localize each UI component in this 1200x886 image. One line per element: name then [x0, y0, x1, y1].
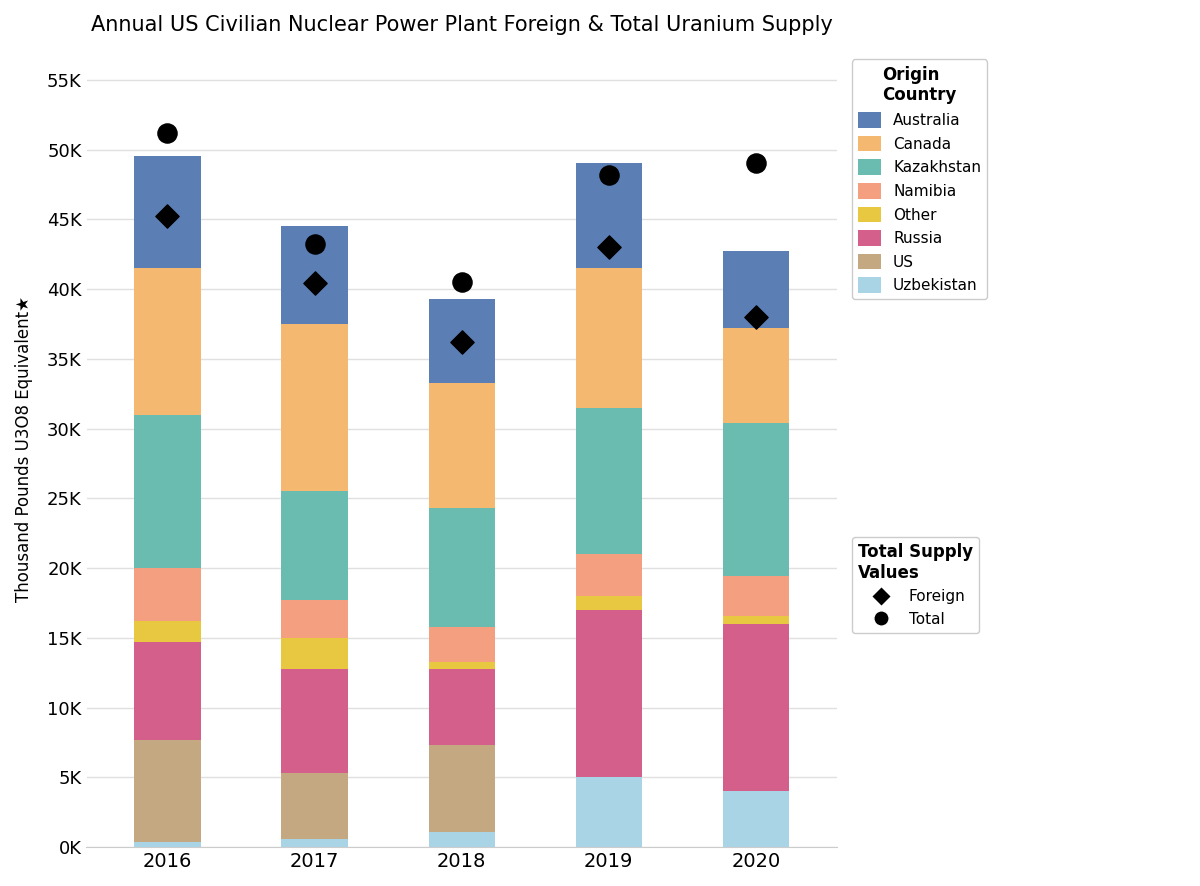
Bar: [428, 383, 494, 508]
Point: [746, 156, 766, 170]
Bar: [722, 577, 788, 616]
Bar: [576, 408, 642, 554]
Bar: [722, 423, 788, 577]
Bar: [576, 596, 642, 610]
Bar: [134, 740, 200, 842]
Point: [305, 276, 324, 291]
Bar: [282, 600, 348, 638]
Bar: [722, 328, 788, 423]
Bar: [722, 616, 788, 624]
Bar: [134, 568, 200, 621]
Bar: [576, 268, 642, 408]
Bar: [428, 669, 494, 745]
Bar: [428, 745, 494, 832]
Bar: [134, 415, 200, 568]
Bar: [722, 252, 788, 328]
Point: [599, 167, 618, 182]
Bar: [134, 642, 200, 740]
Bar: [134, 157, 200, 268]
Bar: [428, 662, 494, 669]
Title: Annual US Civilian Nuclear Power Plant Foreign & Total Uranium Supply: Annual US Civilian Nuclear Power Plant F…: [91, 15, 833, 35]
Bar: [282, 638, 348, 669]
Bar: [576, 610, 642, 777]
Bar: [428, 299, 494, 383]
Y-axis label: Thousand Pounds U3O8 Equivalent★: Thousand Pounds U3O8 Equivalent★: [14, 297, 34, 602]
Bar: [282, 492, 348, 600]
Bar: [134, 268, 200, 415]
Bar: [722, 624, 788, 791]
Bar: [282, 324, 348, 492]
Bar: [428, 508, 494, 626]
Bar: [282, 226, 348, 324]
Point: [599, 240, 618, 254]
Point: [452, 275, 472, 289]
Bar: [576, 554, 642, 596]
Bar: [576, 777, 642, 847]
Bar: [722, 791, 788, 847]
Point: [158, 209, 178, 223]
Bar: [282, 839, 348, 847]
Point: [305, 237, 324, 252]
Point: [746, 310, 766, 324]
Bar: [576, 163, 642, 268]
Point: [158, 126, 178, 140]
Bar: [428, 626, 494, 662]
Bar: [428, 832, 494, 847]
Bar: [282, 669, 348, 773]
Legend: Foreign, Total: Foreign, Total: [852, 537, 979, 633]
Bar: [282, 773, 348, 839]
Bar: [134, 842, 200, 847]
Bar: [134, 621, 200, 642]
Point: [452, 335, 472, 349]
